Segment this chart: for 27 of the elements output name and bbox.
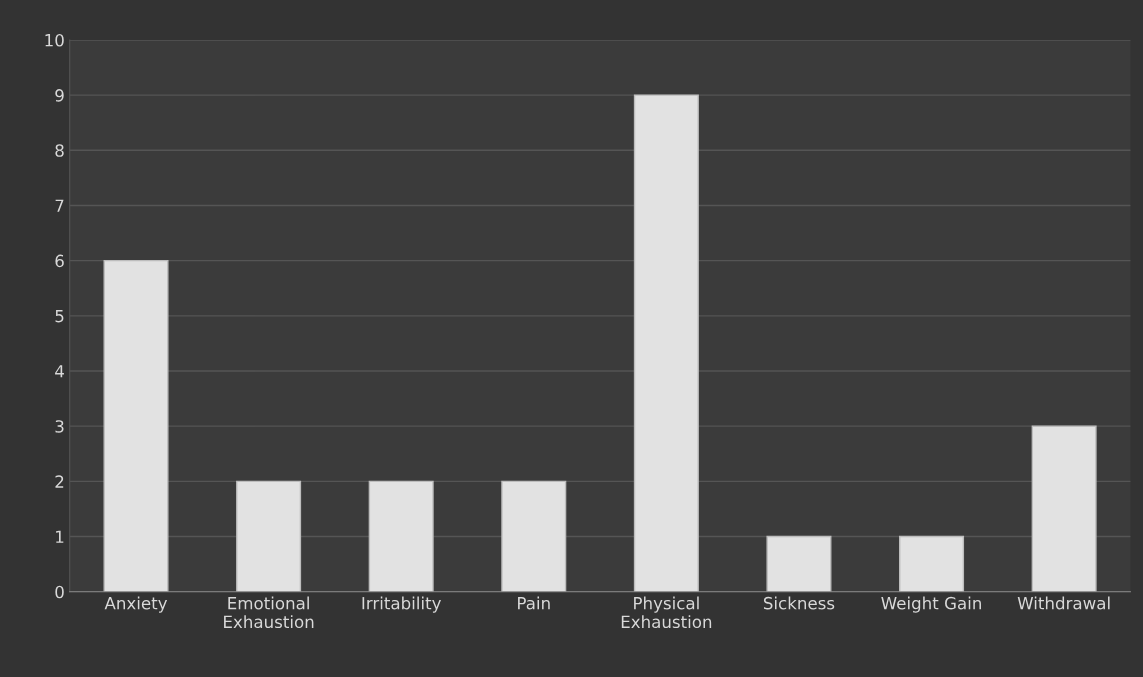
bar [501,480,567,592]
bar [1031,425,1097,592]
y-tick-label: 7 [55,199,64,212]
y-tick-label: 5 [55,310,64,323]
y-tick-label: 4 [55,365,64,378]
bar [766,535,832,592]
x-tick-label: Pain [518,596,550,610]
x-tick-label: Sickness [763,596,835,610]
bar [899,535,965,592]
y-tick-label: 1 [56,530,64,543]
x-tick-label: Weight Gain [881,596,981,613]
x-tick-label: Physical Exhaustion [621,596,712,629]
y-tick-label: 10 [45,33,64,47]
y-tick-label: 3 [55,420,64,433]
bar [633,94,699,592]
y-tick-label: 2 [55,475,64,488]
y-tick-label: 0 [55,585,64,599]
x-tick-label: Irritability [362,596,441,613]
x-tick-label: Emotional Exhaustion [224,596,314,629]
y-tick-label: 9 [55,89,64,102]
y-tick-label: 8 [55,144,64,157]
bar [103,259,169,592]
x-tick-label: Anxiety [104,596,168,613]
y-tick-label: 6 [55,254,64,268]
x-tick-label: Withdrawal [1017,596,1110,610]
bar [236,480,302,592]
bar [368,480,434,592]
